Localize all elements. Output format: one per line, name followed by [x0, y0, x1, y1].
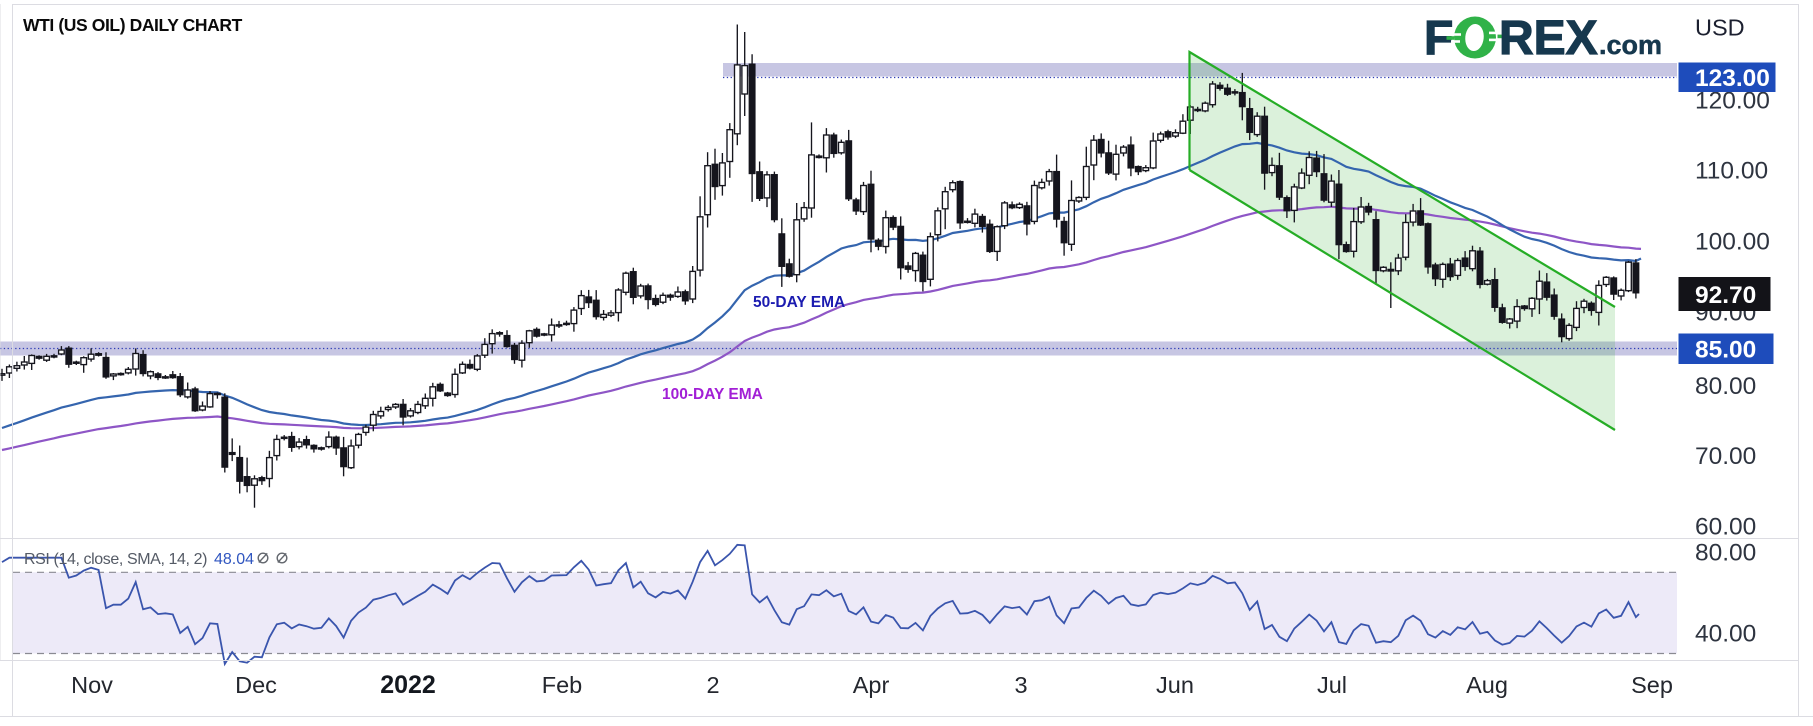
svg-text:Dec: Dec [235, 672, 277, 698]
svg-text:40.00: 40.00 [1695, 621, 1756, 648]
svg-text:REX: REX [1499, 12, 1598, 65]
svg-text:3: 3 [1014, 672, 1027, 698]
svg-text:Feb: Feb [542, 672, 583, 698]
svg-text:WTI (US OIL) DAILY CHART: WTI (US OIL) DAILY CHART [23, 15, 243, 35]
svg-text:100.00: 100.00 [1695, 229, 1770, 256]
svg-text:50-DAY EMA: 50-DAY EMA [753, 294, 845, 311]
svg-text:60.00: 60.00 [1695, 514, 1756, 541]
svg-text:.com: .com [1599, 30, 1662, 60]
svg-text:RSI (14, close, SMA, 14, 2): RSI (14, close, SMA, 14, 2) [24, 551, 207, 568]
svg-text:110.00: 110.00 [1695, 158, 1768, 185]
svg-text:Sep: Sep [1631, 672, 1673, 698]
svg-text:Jul: Jul [1317, 672, 1347, 698]
svg-text:85.00: 85.00 [1695, 337, 1756, 364]
svg-text:2022: 2022 [380, 671, 436, 699]
svg-text:Apr: Apr [853, 672, 890, 698]
svg-text:Jun: Jun [1156, 672, 1194, 698]
svg-text:Aug: Aug [1466, 672, 1508, 698]
svg-text:100-DAY EMA: 100-DAY EMA [662, 386, 763, 403]
svg-text:F: F [1424, 12, 1453, 65]
svg-text:2: 2 [706, 672, 719, 698]
svg-text:92.70: 92.70 [1695, 282, 1756, 309]
svg-text:USD: USD [1695, 15, 1745, 41]
svg-text:Nov: Nov [71, 672, 113, 698]
svg-text:70.00: 70.00 [1695, 443, 1756, 470]
svg-text:80.00: 80.00 [1695, 540, 1756, 567]
svg-text:48.04: 48.04 [214, 551, 254, 568]
svg-text:123.00: 123.00 [1695, 65, 1770, 92]
svg-text:80.00: 80.00 [1695, 373, 1756, 400]
